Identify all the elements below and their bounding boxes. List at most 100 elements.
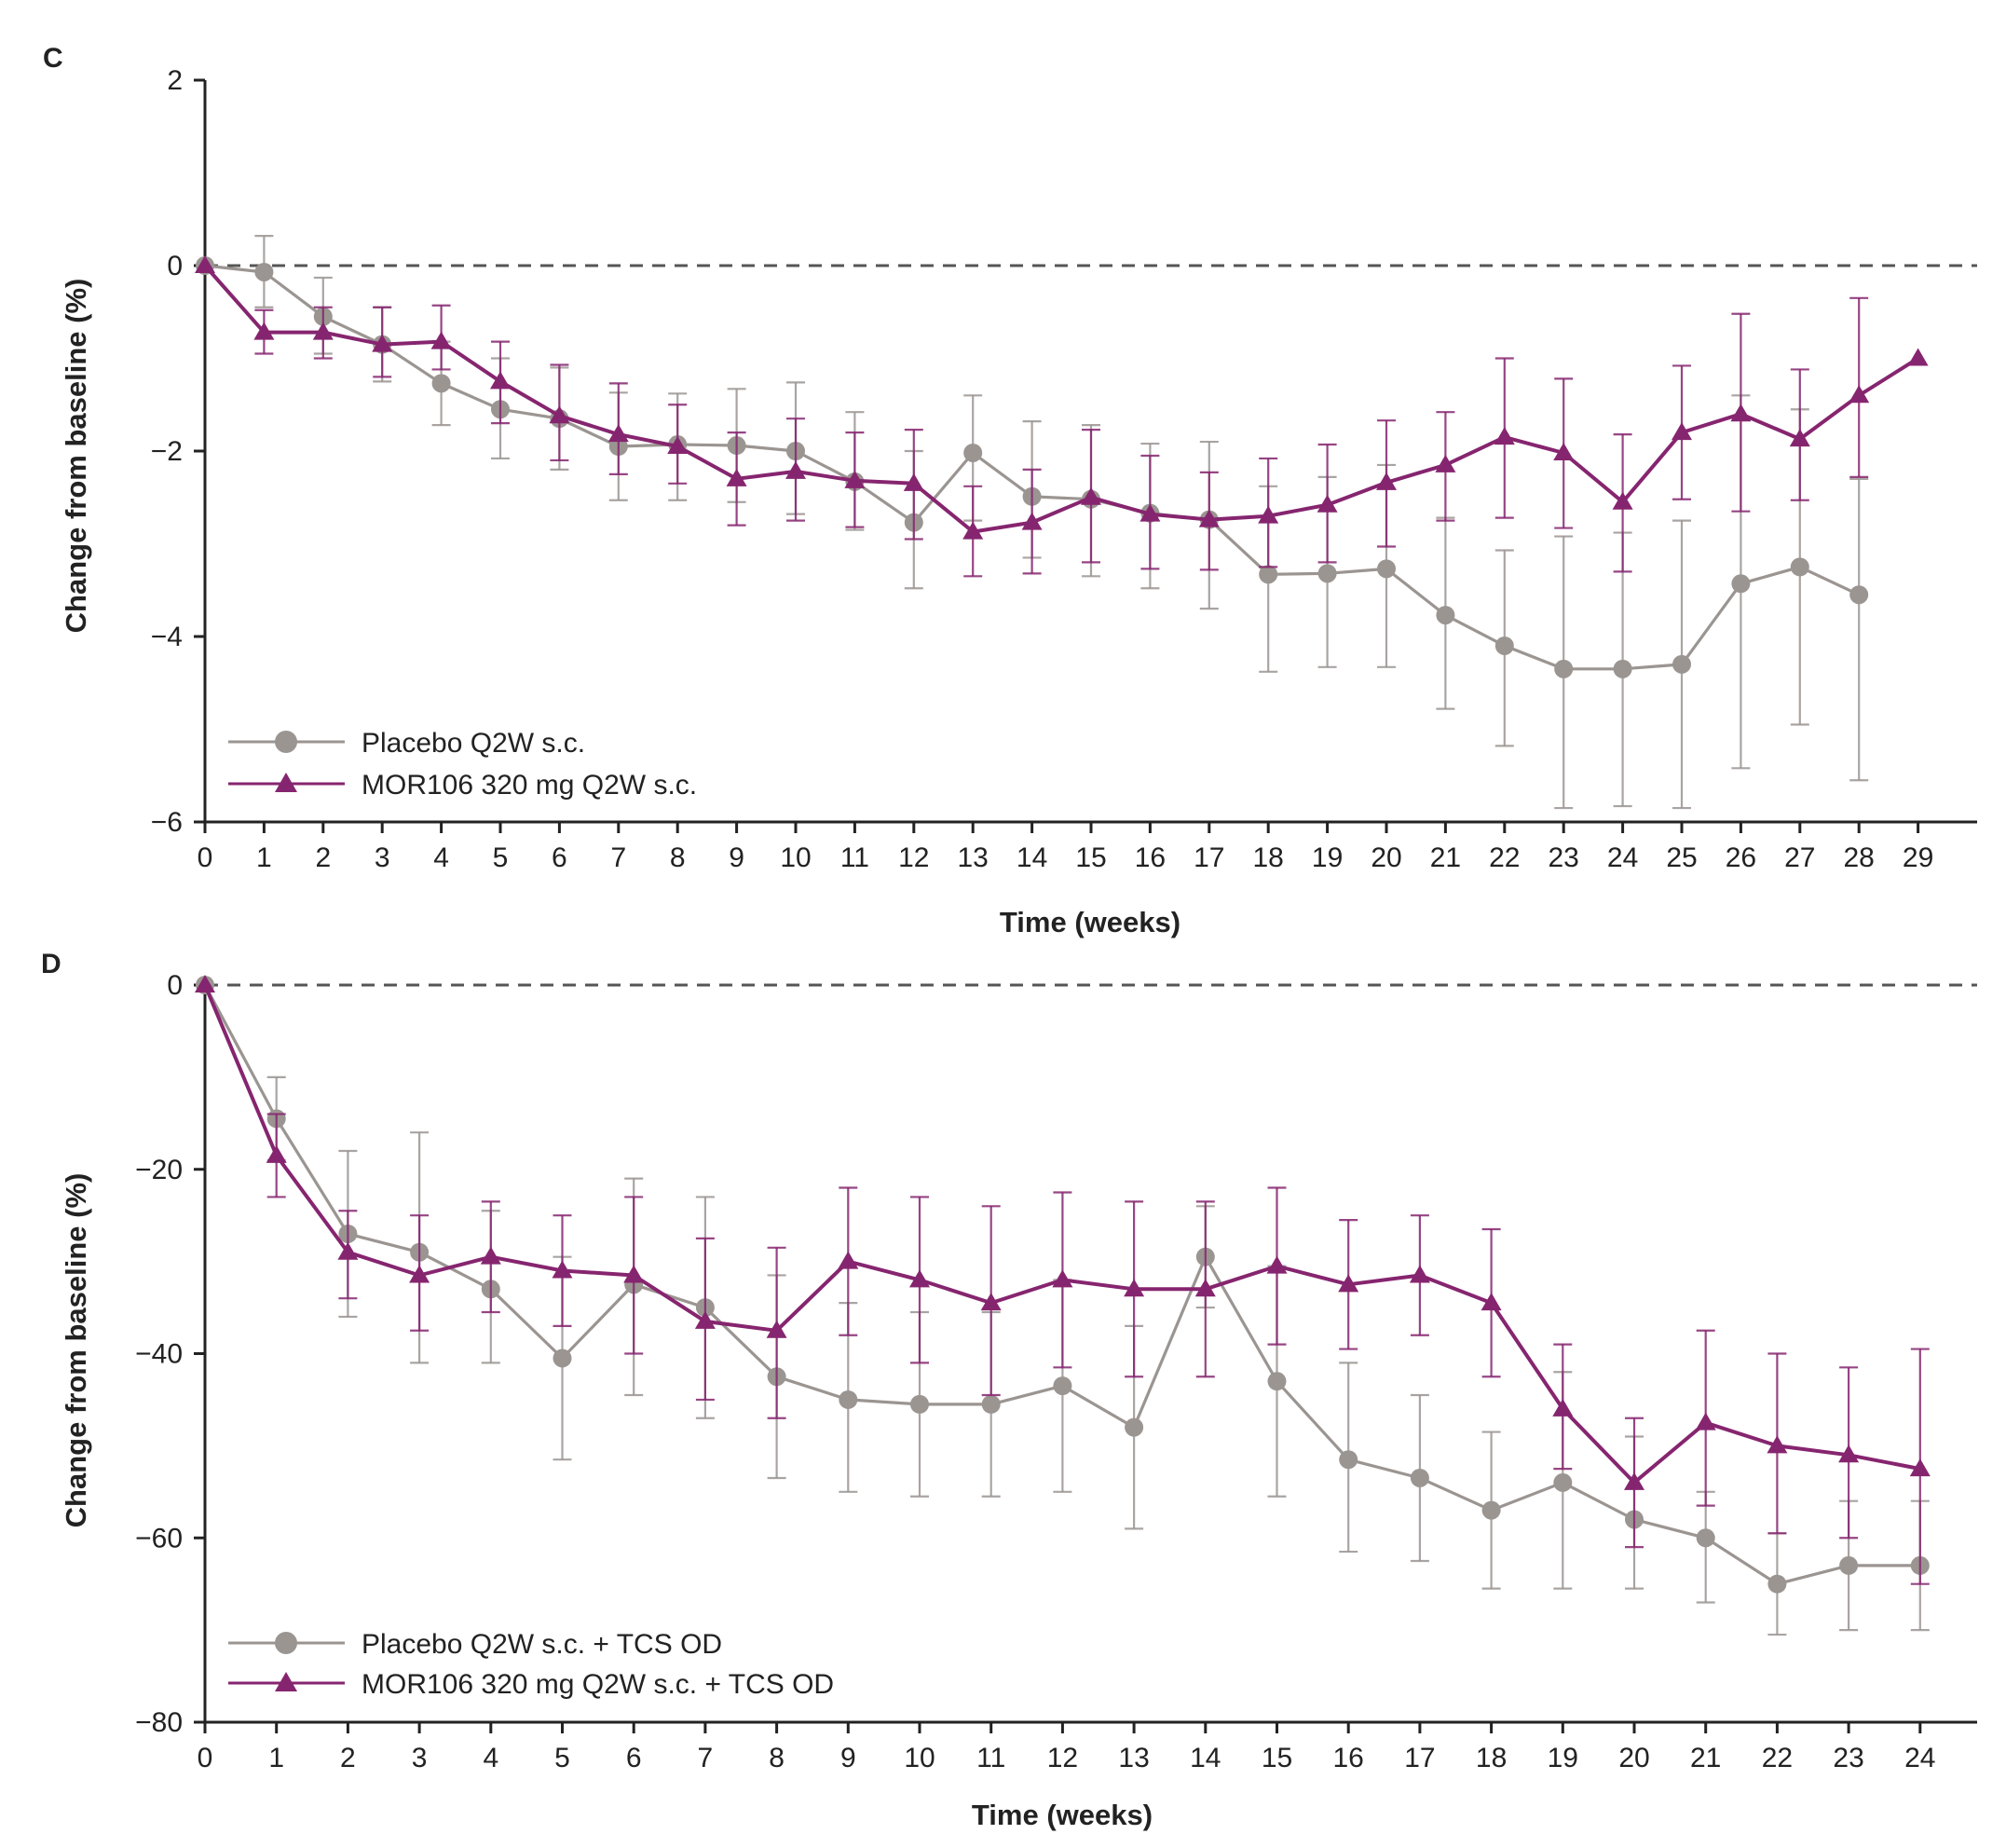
data-point-placebo-d: [1481, 1500, 1501, 1520]
data-point-active-d: [1552, 1398, 1574, 1417]
data-point-placebo-d: [1267, 1372, 1287, 1391]
x-tick-label-c: 16: [1135, 842, 1166, 873]
axes-c: 20−2−4−60 1 2 3 4 5 6 7 8 9 10 11 12 13 14 15 16 17 18 19 20…: [151, 65, 1977, 873]
data-point-active-c: [667, 436, 689, 455]
data-point-placebo-c: [1554, 659, 1574, 678]
data-point-active-d: [337, 1241, 359, 1260]
data-point-active-d: [1838, 1444, 1860, 1463]
x-tick-label-c: 27: [1784, 842, 1815, 873]
data-point-placebo-c: [963, 443, 983, 462]
y-tick-label-c: −4: [151, 622, 183, 652]
x-tick-label-d: 24: [1904, 1743, 1935, 1773]
legend-label-active-c: MOR106 320 mg Q2W s.c.: [362, 770, 697, 801]
x-tick-label-c: 11: [840, 842, 869, 873]
data-point-active-c: [1849, 385, 1870, 404]
legend-marker-active-c: [275, 773, 297, 792]
y-tick-label-c: −2: [151, 436, 183, 467]
x-tick-label-d: 10: [904, 1743, 935, 1773]
data-point-active-d: [1409, 1265, 1430, 1283]
data-point-active-c: [1081, 486, 1101, 505]
x-tick-label-c: 7: [610, 842, 626, 873]
data-point-active-d: [1124, 1279, 1145, 1297]
data-point-active-c: [1317, 494, 1338, 513]
data-point-active-c: [1198, 509, 1220, 527]
data-point-active-c: [1907, 348, 1929, 366]
y-axis-title-d: Change from baseline (%): [60, 1173, 92, 1528]
x-tick-label-c: 3: [375, 842, 390, 873]
x-tick-label-d: 22: [1762, 1743, 1793, 1773]
data-point-active-c: [195, 255, 215, 273]
series-active-d: [195, 975, 1931, 1585]
x-tick-label-d: 17: [1404, 1743, 1435, 1773]
x-tick-label-d: 14: [1190, 1743, 1221, 1773]
x-tick-label-c: 18: [1253, 842, 1284, 873]
data-point-active-d: [1909, 1458, 1931, 1477]
data-point-active-c: [1730, 404, 1752, 422]
data-point-active-c: [607, 424, 629, 443]
x-tick-label-c: 20: [1371, 842, 1401, 873]
y-tick-label-d: −80: [135, 1707, 183, 1738]
data-point-placebo-c: [1790, 557, 1809, 577]
data-point-active-c: [549, 405, 570, 424]
x-tick-label-c: 8: [670, 842, 686, 873]
data-point-active-d: [409, 1265, 430, 1283]
data-point-active-d: [552, 1260, 573, 1279]
data-point-active-c: [372, 334, 393, 352]
x-tick-label-c: 13: [958, 842, 989, 873]
data-point-placebo-c: [1259, 565, 1278, 584]
data-point-active-d: [1266, 1255, 1288, 1274]
x-tick-label-d: 0: [198, 1743, 213, 1773]
data-point-active-d: [623, 1265, 645, 1283]
data-point-active-d: [266, 1144, 287, 1163]
x-tick-label-c: 6: [552, 842, 567, 873]
x-tick-label-c: 29: [1903, 842, 1933, 873]
data-point-placebo-c: [1317, 564, 1337, 583]
panel-letter-d: D: [41, 949, 61, 979]
x-tick-label-c: 12: [898, 842, 929, 873]
x-axis-title-c: Time (weeks): [1000, 906, 1180, 938]
y-tick-label-d: −60: [135, 1523, 183, 1554]
data-point-placebo-c: [431, 374, 451, 393]
series-line-active-c: [203, 264, 1919, 534]
x-tick-label-d: 2: [340, 1743, 356, 1773]
data-point-placebo-c: [1672, 654, 1691, 674]
y-tick-label-d: −20: [135, 1155, 183, 1185]
data-point-active-c: [1258, 505, 1279, 524]
data-point-active-c: [844, 470, 866, 488]
data-point-active-d: [980, 1293, 1002, 1311]
x-tick-label-c: 23: [1549, 842, 1579, 873]
x-tick-label-c: 19: [1312, 842, 1343, 873]
legend-marker-active-d: [275, 1672, 297, 1691]
data-point-active-d: [838, 1251, 859, 1269]
data-point-placebo-c: [1494, 636, 1514, 655]
data-point-placebo-d: [1410, 1468, 1429, 1487]
data-point-active-c: [253, 322, 275, 340]
data-point-active-c: [1672, 422, 1692, 441]
x-tick-label-c: 17: [1194, 842, 1224, 873]
x-tick-label-c: 4: [433, 842, 449, 873]
x-tick-label-d: 13: [1118, 1743, 1149, 1773]
x-tick-label-d: 1: [268, 1743, 284, 1773]
x-tick-label-d: 9: [840, 1743, 856, 1773]
data-point-placebo-c: [1377, 559, 1396, 579]
data-point-placebo-d: [1696, 1528, 1715, 1548]
legend-c: Placebo Q2W s.c. MOR106 320 mg Q2W s.c.: [228, 728, 697, 801]
data-point-placebo-d: [910, 1394, 929, 1414]
data-point-placebo-c: [1436, 606, 1455, 625]
x-tick-label-c: 5: [493, 842, 509, 873]
x-tick-label-c: 2: [315, 842, 331, 873]
data-point-active-d: [1338, 1274, 1359, 1293]
x-axis-title-d: Time (weeks): [972, 1799, 1153, 1831]
x-tick-label-d: 8: [769, 1743, 785, 1773]
data-point-active-d: [1624, 1472, 1644, 1490]
x-tick-label-d: 18: [1476, 1743, 1507, 1773]
data-point-active-c: [1789, 429, 1810, 447]
data-point-active-d: [1695, 1412, 1716, 1430]
x-tick-label-c: 24: [1607, 842, 1638, 873]
data-point-active-d: [766, 1320, 787, 1338]
data-point-placebo-d: [1125, 1417, 1144, 1437]
data-point-active-d: [1481, 1293, 1502, 1311]
x-tick-label-d: 11: [976, 1743, 1005, 1773]
data-point-placebo-d: [1839, 1555, 1859, 1575]
